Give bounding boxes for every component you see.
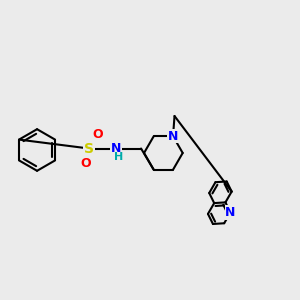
Text: N: N [168, 130, 178, 143]
Text: N: N [111, 142, 121, 155]
Text: N: N [225, 206, 236, 219]
Text: H: H [114, 152, 123, 162]
Text: O: O [92, 128, 103, 141]
Text: S: S [84, 142, 94, 155]
Text: O: O [81, 158, 92, 170]
